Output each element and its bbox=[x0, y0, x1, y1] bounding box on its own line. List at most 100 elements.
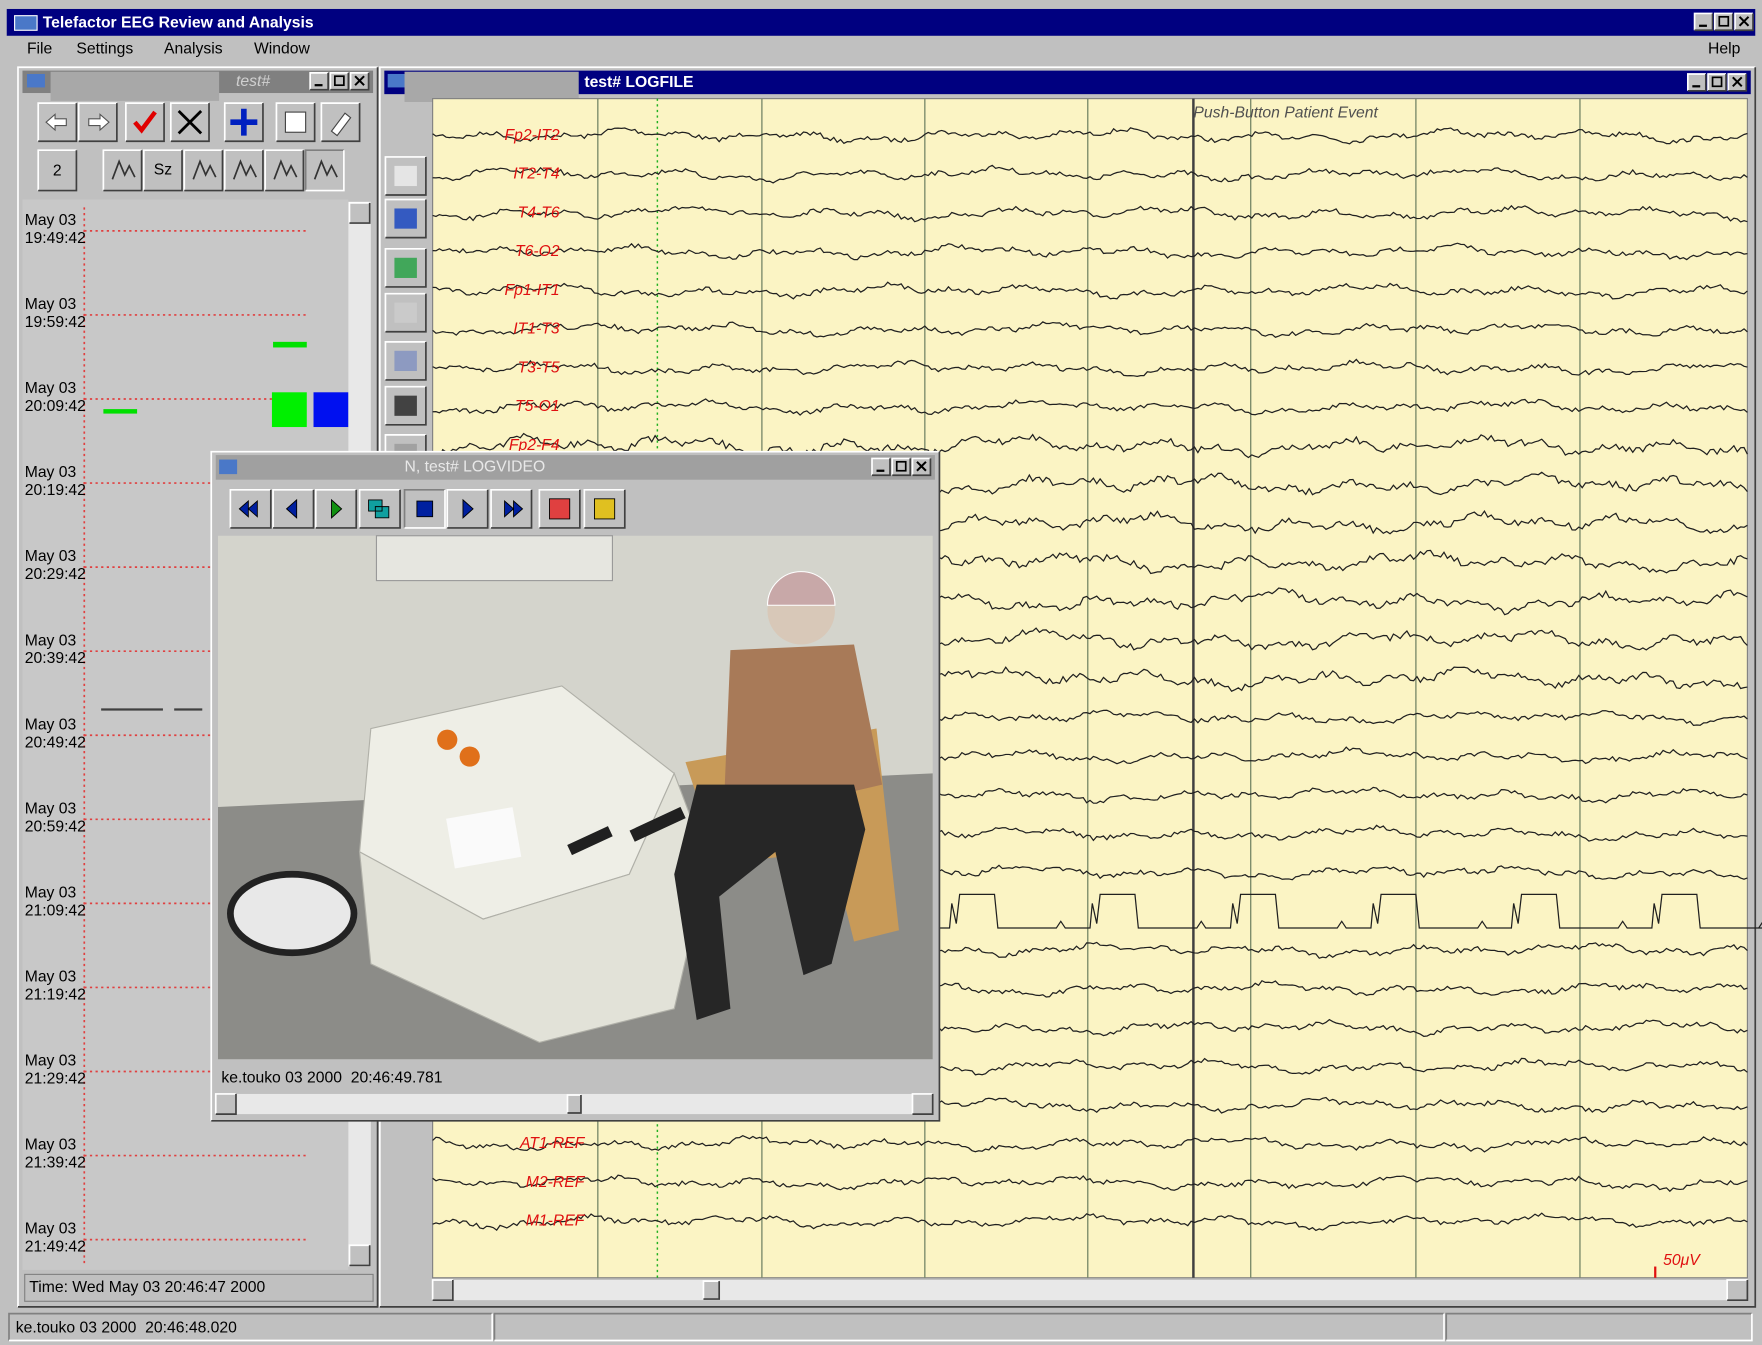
video-title-bg bbox=[215, 455, 935, 480]
eeg-tool-button[interactable] bbox=[384, 247, 427, 288]
window-close-button[interactable] bbox=[349, 72, 370, 91]
status-pane bbox=[493, 1312, 1445, 1342]
event-type-button[interactable] bbox=[264, 149, 305, 192]
event-type-button-face bbox=[143, 150, 183, 191]
eeg-trace bbox=[432, 432, 1748, 459]
eeg-window-frame-dark bbox=[379, 67, 1757, 1308]
eeg-tool-button[interactable] bbox=[384, 341, 427, 381]
window-min-button-face bbox=[1694, 13, 1713, 31]
scroll-thumb[interactable] bbox=[702, 1280, 721, 1300]
erase-button[interactable] bbox=[320, 102, 361, 143]
status-pane-face bbox=[1446, 1313, 1752, 1341]
window-min-button[interactable] bbox=[309, 72, 329, 91]
scroll-left-button[interactable] bbox=[431, 1279, 454, 1302]
event-type-button[interactable] bbox=[183, 149, 224, 192]
window-max-button[interactable] bbox=[1713, 12, 1734, 32]
channel-label: AT1-REF bbox=[519, 1135, 586, 1152]
video-control-button[interactable] bbox=[272, 488, 315, 529]
video-scroll-left-dark bbox=[215, 1093, 237, 1115]
timeline-date: May 03 bbox=[25, 969, 77, 986]
channel-label: T3-T5 bbox=[518, 359, 560, 376]
scroll-right-button-light bbox=[1726, 1279, 1748, 1301]
window-min-button[interactable] bbox=[1693, 12, 1714, 32]
properties-button[interactable] bbox=[275, 102, 316, 143]
video-control-button[interactable] bbox=[490, 488, 533, 529]
montage-button-dark bbox=[38, 150, 78, 192]
menu-item[interactable]: Settings bbox=[76, 40, 133, 57]
window-close-button[interactable] bbox=[1734, 12, 1754, 32]
scroll-up-button-light bbox=[348, 202, 370, 224]
menu-item[interactable]: Analysis bbox=[164, 40, 223, 57]
window-max-button[interactable] bbox=[891, 457, 912, 477]
event-type-button[interactable] bbox=[223, 149, 264, 192]
status-pane-dark bbox=[1446, 1313, 1753, 1342]
erase-button-light bbox=[320, 102, 360, 142]
add-button[interactable] bbox=[223, 102, 264, 143]
eeg-tool-button[interactable] bbox=[384, 385, 427, 426]
window-max-button-light bbox=[1713, 12, 1733, 31]
timeline-time: 21:29:42 bbox=[25, 1071, 86, 1088]
eeg-tool-button-dark bbox=[385, 293, 427, 333]
montage-button[interactable]: 2 bbox=[37, 149, 78, 192]
window-min-button[interactable] bbox=[1686, 73, 1707, 92]
event-type-button[interactable] bbox=[102, 149, 143, 192]
video-control-button[interactable] bbox=[583, 488, 626, 529]
event-type-button[interactable] bbox=[304, 149, 345, 192]
status-pane bbox=[1445, 1312, 1753, 1342]
menu-item[interactable]: File bbox=[27, 40, 53, 57]
window-close-button-light bbox=[1734, 12, 1754, 31]
add-button-dark bbox=[224, 103, 264, 143]
eeg-tool-button[interactable] bbox=[384, 292, 427, 333]
menu-help[interactable]: Help bbox=[1708, 40, 1741, 57]
eeg-tool-button-light bbox=[384, 341, 426, 380]
back-button[interactable] bbox=[37, 102, 78, 143]
video-scroll-left[interactable] bbox=[214, 1093, 237, 1115]
scene-cap bbox=[766, 571, 836, 606]
video-control-button[interactable] bbox=[403, 488, 446, 529]
scroll-right-button-dark bbox=[1727, 1279, 1749, 1302]
video-scroll-thumb-light bbox=[566, 1094, 581, 1113]
video-scroll-thumb[interactable] bbox=[566, 1094, 582, 1114]
video-control-button[interactable] bbox=[229, 488, 272, 529]
window-max-button[interactable] bbox=[1707, 73, 1727, 92]
forward-button[interactable] bbox=[77, 102, 118, 143]
eeg-tool-button[interactable] bbox=[384, 198, 427, 239]
scroll-up-button[interactable] bbox=[348, 202, 371, 224]
reject-button[interactable] bbox=[169, 102, 210, 143]
event-marker bbox=[273, 341, 307, 348]
window-min-button[interactable] bbox=[871, 457, 891, 477]
title-bar-bg bbox=[6, 8, 1756, 36]
scroll-down-button[interactable] bbox=[348, 1244, 371, 1267]
window-min-button-light bbox=[1686, 73, 1706, 91]
video-control-button[interactable] bbox=[446, 488, 489, 529]
window-close-button-dark bbox=[1728, 73, 1748, 92]
video-control-button-light bbox=[229, 488, 271, 528]
status-text: ke.touko 03 2000 20:46:48.020 bbox=[16, 1319, 237, 1336]
montage-button-light bbox=[37, 149, 77, 191]
scroll-up-button-dark bbox=[349, 202, 371, 224]
scroll-right-button[interactable] bbox=[1726, 1279, 1749, 1302]
accept-button[interactable] bbox=[125, 102, 165, 143]
timeline-date: May 03 bbox=[25, 296, 77, 313]
video-scroll-right[interactable] bbox=[911, 1093, 934, 1115]
window-close-button-dark bbox=[912, 458, 932, 477]
event-type-button[interactable]: Sz bbox=[142, 149, 183, 192]
eeg-tool-button[interactable] bbox=[384, 156, 427, 196]
eeg-tool-button-dark bbox=[385, 386, 427, 426]
timeline-date: May 03 bbox=[25, 464, 77, 481]
video-glyph bbox=[594, 498, 616, 520]
menu-item[interactable]: Window bbox=[254, 40, 311, 57]
close-glyph bbox=[1732, 76, 1743, 88]
window-close-button[interactable] bbox=[1727, 73, 1748, 92]
window-max-button[interactable] bbox=[329, 72, 350, 91]
window-close-button[interactable] bbox=[911, 457, 932, 477]
window-max-button-dark bbox=[330, 72, 350, 91]
video-control-button[interactable] bbox=[314, 488, 358, 529]
video-control-button[interactable] bbox=[538, 488, 581, 529]
video-control-button[interactable] bbox=[358, 488, 401, 529]
forward-button-light bbox=[77, 102, 117, 142]
scene-remote bbox=[629, 806, 686, 842]
video-control-button-light bbox=[583, 488, 625, 528]
video-title: N, test# LOGVIDEO bbox=[405, 459, 546, 476]
